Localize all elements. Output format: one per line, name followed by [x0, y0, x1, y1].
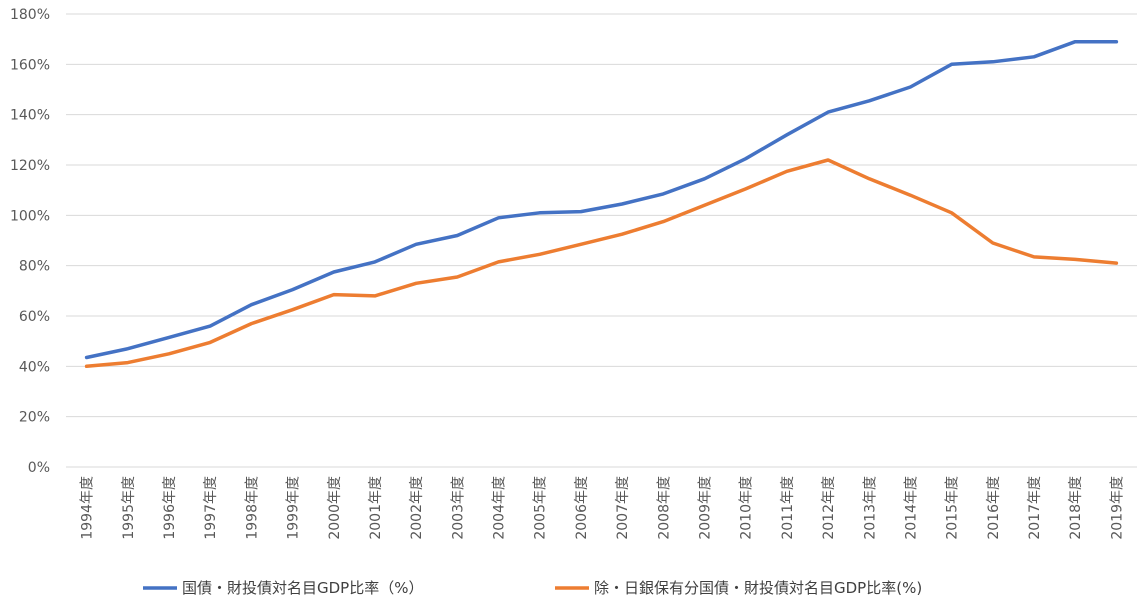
x-tick-label: 1997年度 — [203, 476, 219, 540]
x-tick-label: 2014年度 — [903, 476, 919, 540]
x-tick-label: 2016年度 — [986, 476, 1002, 540]
x-tick-label: 1999年度 — [286, 476, 302, 540]
x-tick-label: 2000年度 — [327, 476, 343, 540]
x-tick-label: 1998年度 — [244, 476, 260, 540]
x-tick-label: 2011年度 — [780, 476, 796, 540]
x-tick-label: 2013年度 — [862, 476, 878, 540]
x-tick-label: 1996年度 — [162, 476, 178, 540]
y-tick-label: 100% — [10, 208, 50, 224]
x-tick-label: 2017年度 — [1027, 476, 1043, 540]
y-axis-ticks: 0% 20% 40% 60% 80% 100% 120% 140% 160% 180% — [10, 7, 50, 476]
series-line-2 — [84, 158, 1119, 369]
y-tick-label: 80% — [19, 259, 50, 275]
x-tick-label: 2004年度 — [492, 476, 508, 540]
x-tick-label: 2005年度 — [533, 476, 549, 540]
series-line-1 — [84, 39, 1119, 360]
x-tick-label: 2007年度 — [615, 476, 631, 540]
x-tick-label: 1994年度 — [80, 476, 96, 540]
x-tick-label: 2015年度 — [945, 476, 961, 540]
x-tick-label: 2002年度 — [409, 476, 425, 540]
x-tick-label: 2018年度 — [1068, 476, 1084, 540]
y-tick-label: 20% — [19, 410, 50, 426]
x-axis-ticks: 1994年度 1995年度 1996年度 1997年度 1998年度 1999年度 2000… — [80, 476, 1126, 540]
x-tick-label: 2010年度 — [739, 476, 755, 540]
y-tick-label: 60% — [19, 309, 50, 325]
x-tick-label: 2001年度 — [368, 476, 384, 540]
legend-label-series-1: 国債・財投債対名目GDP比率（%） — [182, 579, 423, 597]
x-tick-label: 2012年度 — [821, 476, 837, 540]
x-tick-label: 2019年度 — [1109, 476, 1125, 540]
y-tick-label: 180% — [10, 7, 50, 23]
y-tick-label: 140% — [10, 108, 50, 124]
legend: 国債・財投債対名目GDP比率（%） 除・日銀保有分国債・財投債対名目GDP比率(… — [143, 579, 922, 597]
x-tick-label: 2009年度 — [697, 476, 713, 540]
x-tick-label: 1995年度 — [121, 476, 137, 540]
y-tick-label: 40% — [19, 359, 50, 375]
legend-label-series-2: 除・日銀保有分国債・財投債対名目GDP比率(%) — [594, 579, 922, 597]
y-tick-label: 160% — [10, 57, 50, 73]
x-tick-label: 2003年度 — [450, 476, 466, 540]
grid-lines — [66, 13, 1137, 468]
series-lines — [84, 39, 1119, 369]
x-tick-label: 2008年度 — [656, 476, 672, 540]
y-tick-label: 0% — [28, 460, 50, 476]
y-tick-label: 120% — [10, 158, 50, 174]
x-tick-label: 2006年度 — [574, 476, 590, 540]
